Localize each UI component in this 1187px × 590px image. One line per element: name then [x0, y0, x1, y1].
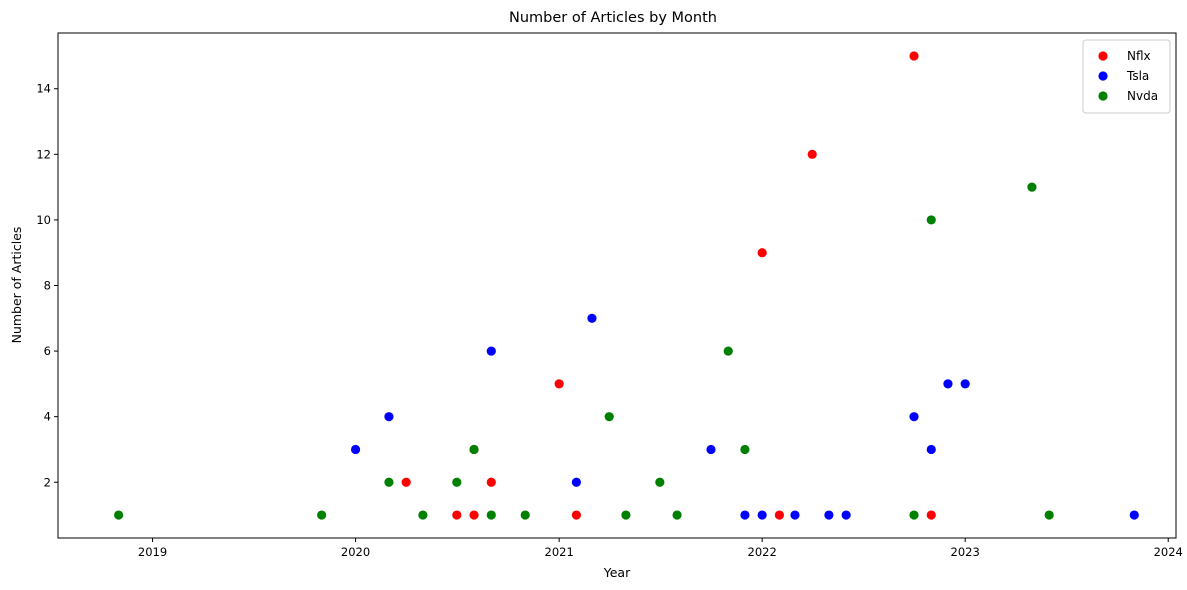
data-point: [621, 510, 631, 520]
x-tick-label: 2022: [748, 545, 777, 559]
data-point: [909, 510, 919, 520]
data-point: [401, 477, 411, 487]
y-tick-label: 4: [44, 410, 51, 424]
x-tick-label: 2021: [545, 545, 574, 559]
data-point: [909, 412, 919, 422]
y-axis-label: Number of Articles: [9, 227, 24, 344]
data-point: [452, 510, 462, 520]
data-point: [1129, 510, 1139, 520]
data-point: [841, 510, 851, 520]
data-point: [384, 477, 394, 487]
data-point: [469, 510, 479, 520]
data-point: [926, 510, 936, 520]
y-tick-label: 10: [36, 213, 51, 227]
data-point: [1044, 510, 1054, 520]
data-point: [774, 510, 785, 520]
data-point: [740, 444, 750, 455]
data-point: [114, 510, 124, 520]
y-tick-label: 14: [36, 82, 51, 96]
plot-area: [114, 51, 1139, 520]
x-axis-label: Year: [603, 565, 631, 580]
plot-frame: [57, 32, 1177, 539]
x-tick-label: 2024: [1154, 545, 1183, 559]
data-point: [672, 510, 682, 520]
data-point: [757, 510, 767, 520]
data-point: [571, 477, 581, 487]
data-point: [926, 444, 936, 455]
data-point: [706, 444, 716, 455]
legend-label: Tsla: [1126, 69, 1149, 83]
legend-label: Nvda: [1127, 89, 1158, 103]
data-point: [1027, 182, 1037, 192]
data-point: [655, 477, 665, 487]
data-point: [486, 510, 496, 520]
series-nflx: [401, 51, 936, 520]
chart-title: Number of Articles by Month: [509, 10, 717, 26]
data-point: [452, 477, 462, 487]
x-tick-label: 2019: [138, 545, 167, 559]
data-point: [486, 346, 496, 356]
legend-label: Nflx: [1127, 49, 1151, 63]
series-nvda: [114, 182, 1054, 520]
data-point: [418, 510, 428, 520]
data-point: [909, 51, 919, 61]
data-point: [757, 248, 767, 258]
data-point: [740, 510, 750, 520]
data-point: [350, 444, 361, 455]
data-point: [317, 510, 327, 520]
legend-marker: [1098, 71, 1108, 81]
data-point: [384, 412, 394, 422]
x-tick-label: 2020: [341, 545, 370, 559]
data-point: [469, 444, 479, 455]
legend-marker: [1098, 51, 1108, 61]
data-point: [926, 215, 936, 225]
data-point: [554, 379, 564, 389]
series-tsla: [350, 313, 1139, 520]
x-tick-label: 2023: [951, 545, 980, 559]
data-point: [486, 477, 496, 487]
data-point: [824, 510, 834, 520]
y-tick-label: 12: [36, 147, 51, 161]
data-point: [520, 510, 530, 520]
y-axis: 2 4 6 8 10 12 14: [36, 82, 58, 489]
data-point: [790, 510, 800, 520]
data-point: [723, 346, 733, 356]
data-point: [571, 510, 581, 520]
legend: Nflx Tsla Nvda: [1082, 39, 1171, 114]
y-tick-label: 8: [44, 279, 51, 293]
data-point: [943, 379, 953, 389]
data-point: [960, 379, 970, 389]
data-point: [587, 313, 597, 323]
x-axis: 2019 2020 2021 2022 2023 2024: [138, 538, 1183, 559]
data-point: [807, 149, 817, 159]
legend-marker: [1098, 91, 1108, 101]
data-point: [604, 412, 614, 422]
y-tick-label: 2: [44, 475, 51, 489]
y-tick-label: 6: [44, 344, 51, 358]
